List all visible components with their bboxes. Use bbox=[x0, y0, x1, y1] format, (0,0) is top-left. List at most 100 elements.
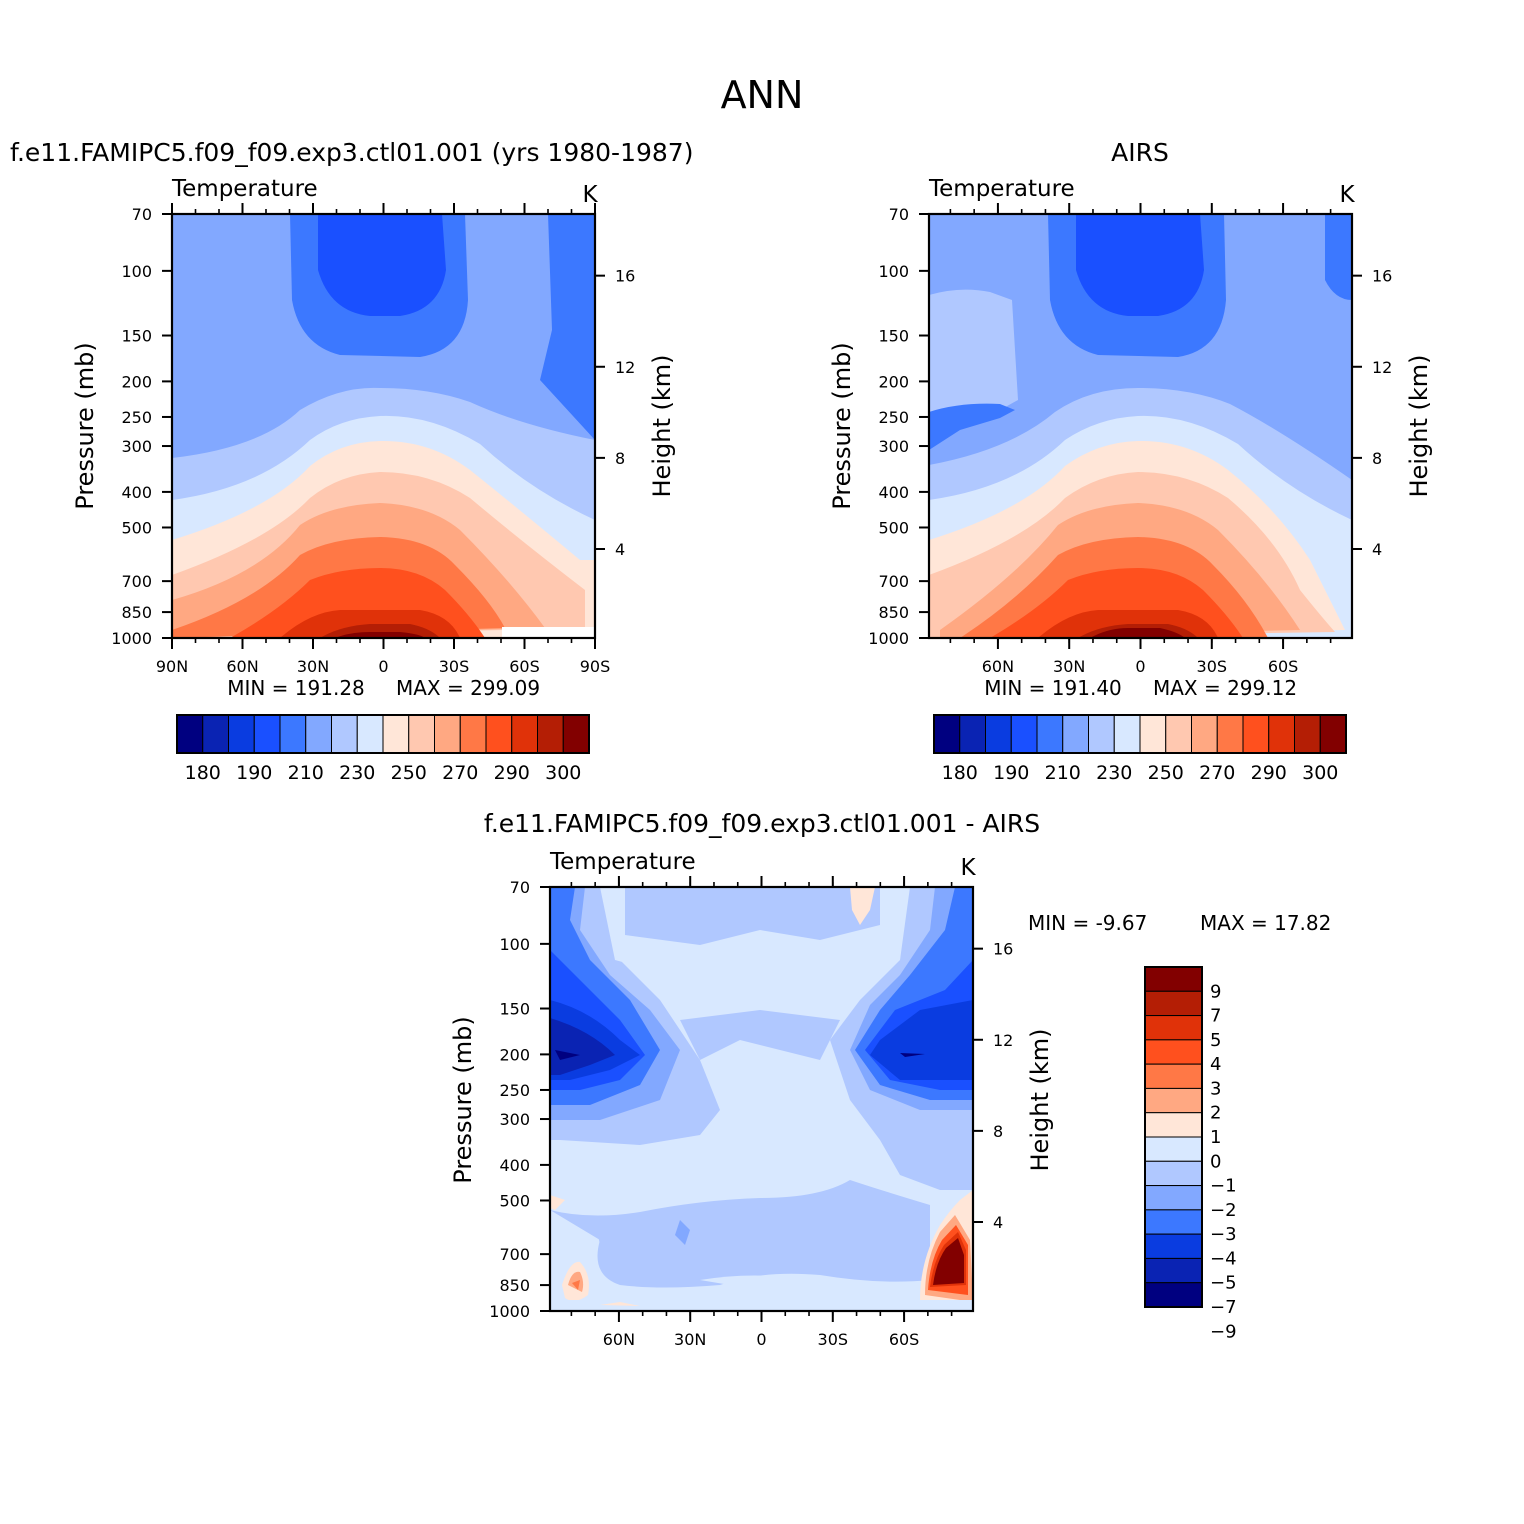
panel-diff-colorbar: 9 7 5 4 3 2 1 0 −1 −2 −3 −4 −5 −7 −9 bbox=[1144, 966, 1237, 1342]
panel-airs-min: MIN = 191.40 bbox=[984, 676, 1122, 700]
x-tick-label: 60S bbox=[1268, 657, 1299, 676]
y-tick-label: 70 bbox=[889, 205, 909, 224]
y-tick-label: 300 bbox=[878, 437, 909, 456]
x-tick-label: 30S bbox=[1197, 657, 1228, 676]
colorbar-swatch bbox=[959, 714, 986, 754]
y-tick-label: 850 bbox=[878, 603, 909, 622]
colorbar-swatch bbox=[933, 714, 961, 754]
panel-model-colorbar: 180 190 210 230 250 270 290 300 bbox=[176, 714, 590, 784]
colorbar-swatch bbox=[1294, 714, 1321, 754]
y-tick-label: 700 bbox=[499, 1245, 530, 1264]
colorbar-label: 210 bbox=[1045, 762, 1081, 784]
y-tick-label: 400 bbox=[878, 483, 909, 502]
colorbar-swatch bbox=[382, 714, 410, 754]
colorbar-swatch bbox=[1144, 1282, 1203, 1308]
panel-model-title: f.e11.FAMIPC5.f09_f09.exp3.ctl01.001 (yr… bbox=[10, 138, 693, 167]
right-tick-label: 12 bbox=[615, 358, 635, 377]
y-tick-label: 700 bbox=[878, 572, 909, 591]
colorbar-label: 270 bbox=[1199, 762, 1235, 784]
x-tick-label: 60S bbox=[889, 1330, 920, 1349]
x-tick-label: 60N bbox=[603, 1330, 635, 1349]
y-tick-label: 1000 bbox=[868, 629, 909, 648]
colorbar-label: −3 bbox=[1210, 1224, 1237, 1245]
y-tick-label: 500 bbox=[878, 518, 909, 537]
panel-diff-units: K bbox=[960, 855, 976, 881]
colorbar-label: 300 bbox=[545, 762, 581, 784]
colorbar-swatch bbox=[1319, 714, 1347, 754]
y-tick-label: 400 bbox=[121, 483, 152, 502]
x-tick-label: 30N bbox=[674, 1330, 706, 1349]
panel-diff-max: MAX = 17.82 bbox=[1200, 911, 1331, 935]
y-tick-label: 500 bbox=[121, 518, 152, 537]
colorbar-label: 4 bbox=[1210, 1054, 1221, 1075]
colorbar-swatch bbox=[1144, 1087, 1203, 1114]
colorbar-label: −9 bbox=[1210, 1321, 1237, 1342]
right-tick-label: 16 bbox=[993, 940, 1013, 959]
y-tick-label: 150 bbox=[499, 1000, 530, 1019]
panel-model-min: MIN = 191.28 bbox=[227, 676, 365, 700]
right-tick-label: 16 bbox=[615, 267, 635, 286]
colorbar-label: 290 bbox=[494, 762, 530, 784]
colorbar-swatch bbox=[1242, 714, 1270, 754]
colorbar-label: 7 bbox=[1210, 1006, 1221, 1027]
panel-airs-ylabel: Pressure (mb) bbox=[828, 342, 856, 509]
panel-airs-ylabel-right: Height (km) bbox=[1405, 355, 1433, 498]
right-tick-label: 4 bbox=[993, 1213, 1003, 1232]
colorbar-swatch bbox=[1144, 1112, 1203, 1138]
panel-diff-variable: Temperature bbox=[549, 849, 696, 875]
figure-title: ANN bbox=[721, 73, 804, 117]
colorbar-label: 250 bbox=[391, 762, 427, 784]
y-tick-label: 300 bbox=[499, 1110, 530, 1129]
y-tick-label: 100 bbox=[878, 262, 909, 281]
x-tick-label: 90N bbox=[156, 657, 188, 676]
colorbar-label: 270 bbox=[442, 762, 478, 784]
panel-diff-ylabel-right: Height (km) bbox=[1026, 1029, 1054, 1172]
colorbar-swatch bbox=[1165, 714, 1192, 754]
x-tick-label: 60N bbox=[982, 657, 1014, 676]
panel-model-units: K bbox=[582, 182, 598, 208]
colorbar-label: 180 bbox=[185, 762, 221, 784]
colorbar-label: 2 bbox=[1210, 1103, 1221, 1124]
colorbar-swatch bbox=[1139, 714, 1167, 754]
y-tick-label: 100 bbox=[499, 935, 530, 954]
y-tick-label: 100 bbox=[121, 262, 152, 281]
y-tick-label: 200 bbox=[121, 372, 152, 391]
colorbar-label: 210 bbox=[288, 762, 324, 784]
colorbar-swatch bbox=[1144, 1160, 1203, 1187]
colorbar-swatch bbox=[511, 714, 538, 754]
colorbar-swatch bbox=[459, 714, 487, 754]
colorbar-swatch bbox=[1144, 1015, 1203, 1041]
colorbar-swatch bbox=[202, 714, 229, 754]
colorbar-swatch bbox=[1191, 714, 1218, 754]
colorbar-label: −2 bbox=[1210, 1200, 1237, 1221]
panel-model: f.e11.FAMIPC5.f09_f09.exp3.ctl01.001 (yr… bbox=[10, 138, 693, 784]
y-tick-label: 250 bbox=[499, 1081, 530, 1100]
colorbar-label: 180 bbox=[942, 762, 978, 784]
panel-model-ylabel: Pressure (mb) bbox=[71, 342, 99, 509]
colorbar-swatch bbox=[1144, 966, 1203, 992]
colorbar-label: −7 bbox=[1210, 1297, 1237, 1318]
panel-airs: AIRS Temperature K 70 100 150 200 250 300 400 5… bbox=[828, 138, 1433, 784]
colorbar-swatch bbox=[176, 714, 204, 754]
y-tick-label: 200 bbox=[878, 372, 909, 391]
panel-model-variable: Temperature bbox=[171, 176, 318, 202]
colorbar-swatch bbox=[562, 714, 590, 754]
colorbar-swatch bbox=[305, 714, 332, 754]
colorbar-label: −5 bbox=[1210, 1273, 1237, 1294]
colorbar-swatch bbox=[1144, 990, 1203, 1017]
y-tick-label: 500 bbox=[499, 1191, 530, 1210]
colorbar-swatch bbox=[1216, 714, 1244, 754]
colorbar-swatch bbox=[1144, 1209, 1203, 1235]
right-tick-label: 12 bbox=[1372, 358, 1392, 377]
panel-airs-title: AIRS bbox=[1111, 138, 1169, 167]
colorbar-swatch bbox=[279, 714, 307, 754]
panel-airs-units: K bbox=[1339, 182, 1355, 208]
y-tick-label: 200 bbox=[499, 1045, 530, 1064]
colorbar-swatch bbox=[408, 714, 435, 754]
colorbar-swatch bbox=[1144, 1185, 1203, 1211]
right-tick-label: 12 bbox=[993, 1031, 1013, 1050]
x-tick-label: 30N bbox=[297, 657, 329, 676]
colorbar-label: 300 bbox=[1302, 762, 1338, 784]
panel-difference: f.e11.FAMIPC5.f09_f09.exp3.ctl01.001 - A… bbox=[449, 809, 1331, 1349]
y-tick-label: 300 bbox=[121, 437, 152, 456]
